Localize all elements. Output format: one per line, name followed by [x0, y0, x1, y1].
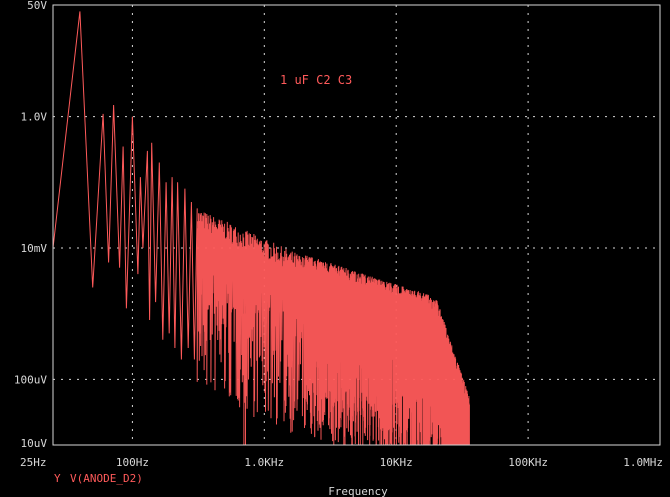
- x-tick-label: 1.0KHz: [244, 456, 284, 469]
- x-axis-label: Frequency: [328, 485, 388, 497]
- y-tick-label: 1.0V: [21, 111, 48, 124]
- y-tick-label: 10uV: [21, 437, 48, 450]
- dense-spectrum-fill: [196, 212, 470, 446]
- legend-marker: Y: [54, 472, 61, 485]
- x-tick-label: 100KHz: [508, 456, 548, 469]
- plot-annotation: 1 uF C2 C3: [280, 73, 352, 87]
- x-tick-label: 10KHz: [380, 456, 413, 469]
- grid: [53, 5, 660, 445]
- y-tick-label: 100uV: [14, 373, 47, 386]
- x-tick-label: 1.0MHz: [623, 456, 663, 469]
- series-line-v-anode-d2: [52, 11, 198, 360]
- x-tick-label: 25Hz: [20, 456, 47, 469]
- y-tick-label: 10mV: [21, 242, 48, 255]
- x-tick-labels: 25Hz 100Hz 1.0KHz 10KHz 100KHz 1.0MHz: [20, 456, 663, 469]
- y-tick-label: 50V: [27, 0, 47, 12]
- legend-label: V(ANODE_D2): [70, 472, 143, 485]
- trace-layer: [52, 11, 470, 446]
- x-tick-label: 100Hz: [116, 456, 149, 469]
- y-tick-labels: 50V 1.0V 10mV 100uV 10uV: [14, 0, 47, 450]
- plot-frame: [52, 4, 661, 446]
